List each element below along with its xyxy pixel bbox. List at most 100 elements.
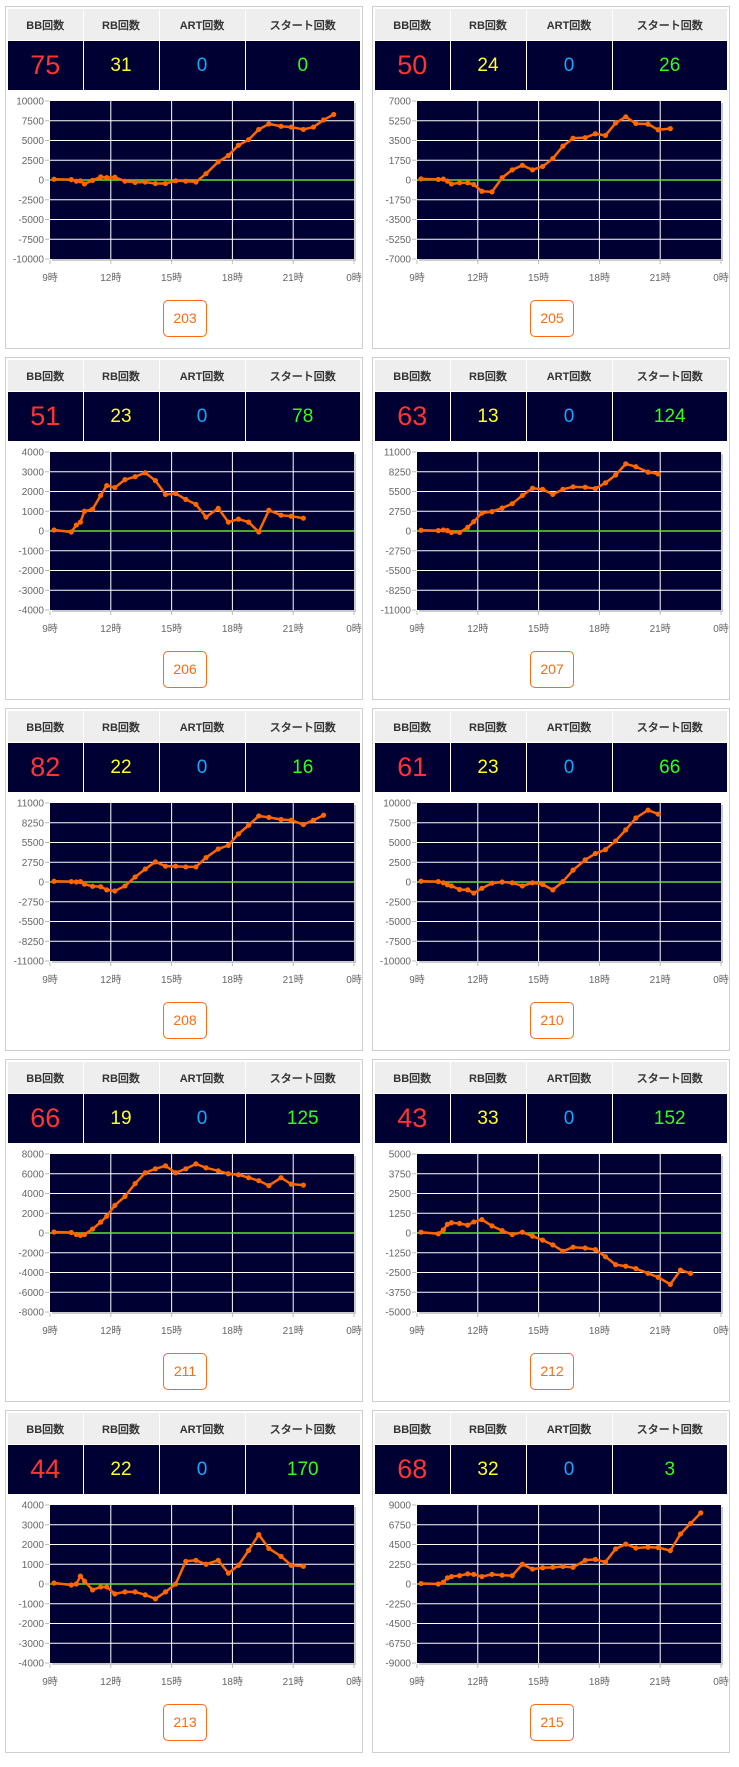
x-tick-label: 21時 [283, 272, 304, 284]
data-point [73, 1231, 79, 1238]
header-start: スタート回数 [611, 1062, 727, 1094]
x-tick-label: 18時 [589, 974, 610, 986]
x-tick-label: 15時 [528, 974, 549, 986]
data-point [81, 508, 88, 514]
header-rb: RB回数 [82, 711, 159, 743]
data-point [550, 155, 556, 162]
x-tick-label: 0時 [713, 623, 729, 635]
data-point [529, 1566, 536, 1572]
data-point [570, 867, 576, 873]
slump-chart: 4000 3000 2000 1000 0 -1000 -2000 -3000 -4000 9時 1… [18, 448, 361, 636]
x-tick-label: 0時 [346, 272, 362, 284]
data-point [73, 178, 79, 184]
data-point [193, 1557, 199, 1563]
data-point [677, 1531, 684, 1537]
data-point [471, 890, 477, 896]
y-tick-label: 0 [405, 176, 411, 187]
y-tick-label: 0 [405, 527, 411, 538]
data-point [98, 492, 104, 499]
data-point [73, 1581, 79, 1587]
y-tick-label: 2000 [22, 1209, 45, 1220]
y-tick-label: 4000 [22, 448, 45, 459]
header-start: スタート回数 [611, 9, 727, 41]
data-point [77, 178, 83, 184]
data-point [152, 180, 158, 187]
y-tick-label: -7500 [18, 235, 44, 246]
start-count: 26 [611, 40, 727, 90]
x-tick-label: 0時 [346, 974, 362, 986]
machine-number-button[interactable]: 212 [530, 1353, 574, 1390]
machine-card: BB回数 RB回数 ART回数 スタート回数 51 23 0 78 206 400… [5, 357, 363, 700]
data-point [570, 1244, 576, 1250]
header-start: スタート回数 [611, 711, 727, 743]
x-tick-label: 15時 [161, 272, 182, 284]
data-point [489, 509, 495, 515]
y-tick-label: -5000 [18, 215, 44, 226]
data-point [582, 135, 588, 141]
x-tick-label: 12時 [100, 623, 121, 635]
machine-number-button[interactable]: 213 [163, 1704, 207, 1741]
bb-count: 43 [375, 1093, 450, 1143]
data-point [266, 1183, 272, 1189]
data-point [623, 1263, 629, 1269]
data-point [633, 120, 639, 127]
data-point [529, 880, 536, 886]
data-point [51, 176, 57, 182]
y-tick-label: -4000 [18, 1659, 44, 1670]
data-point [592, 850, 598, 857]
y-tick-label: -5000 [385, 917, 411, 928]
slump-chart: 9000 6750 4500 2250 0 -2250 -4500 -6750 -9000 9時 1… [385, 1501, 728, 1689]
data-point [440, 176, 446, 182]
y-tick-label: -5500 [18, 917, 44, 928]
data-point [645, 1270, 651, 1276]
machine-number-button[interactable]: 207 [530, 651, 574, 688]
data-point [112, 484, 118, 491]
data-point [51, 1580, 57, 1586]
data-point [112, 174, 118, 180]
y-tick-label: -5000 [385, 1308, 411, 1319]
data-point [203, 1561, 209, 1567]
data-point [98, 884, 104, 890]
y-tick-label: -1250 [385, 1248, 411, 1259]
data-point [300, 1182, 306, 1188]
x-tick-label: 15時 [528, 272, 549, 284]
x-tick-label: 15時 [161, 1676, 182, 1688]
machine-number-button[interactable]: 211 [163, 1353, 207, 1390]
slump-chart: 4000 3000 2000 1000 0 -1000 -2000 -3000 -4000 9時 1… [18, 1501, 361, 1689]
slump-chart: 7000 5250 3500 1750 0 -1750 -3500 -5250 -7000 9時 1… [385, 97, 728, 285]
data-point [77, 1232, 83, 1239]
header-bb: BB回数 [375, 1413, 450, 1445]
data-point [519, 1561, 525, 1567]
data-point [592, 131, 598, 137]
data-point [278, 123, 284, 129]
data-point [613, 120, 619, 126]
rb-count: 23 [82, 391, 159, 441]
y-tick-label: -2000 [18, 1619, 44, 1630]
y-tick-label: -4000 [18, 606, 44, 617]
start-count: 3 [611, 1444, 727, 1494]
data-point [183, 496, 189, 502]
art-count: 0 [158, 40, 245, 90]
data-point [142, 470, 148, 476]
y-tick-label: -9000 [385, 1659, 411, 1670]
data-point [613, 472, 619, 478]
data-point [550, 1242, 556, 1248]
x-tick-label: 0時 [713, 1325, 729, 1337]
y-tick-label: -2750 [385, 546, 411, 557]
bb-count: 82 [8, 742, 83, 792]
data-point [68, 529, 74, 535]
machine-number-button[interactable]: 215 [530, 1704, 574, 1741]
machine-number-button[interactable]: 208 [163, 1002, 207, 1039]
bb-count: 63 [375, 391, 450, 441]
y-tick-label: 6000 [22, 1169, 45, 1180]
machine-card: BB回数 RB回数 ART回数 スタート回数 75 31 0 0 203 1000… [5, 6, 363, 349]
machine-number-button[interactable]: 205 [530, 300, 574, 337]
data-point [456, 529, 463, 536]
machine-number-button[interactable]: 206 [163, 651, 207, 688]
slump-chart: 10000 7500 5000 2500 0 -2500 -5000 -7500 -10000 9… [380, 799, 729, 987]
start-count: 0 [244, 40, 360, 90]
y-tick-label: 5500 [22, 838, 45, 849]
machine-number-button[interactable]: 210 [530, 1002, 574, 1039]
y-tick-label: 7000 [389, 97, 412, 108]
machine-number-button[interactable]: 203 [163, 300, 207, 337]
